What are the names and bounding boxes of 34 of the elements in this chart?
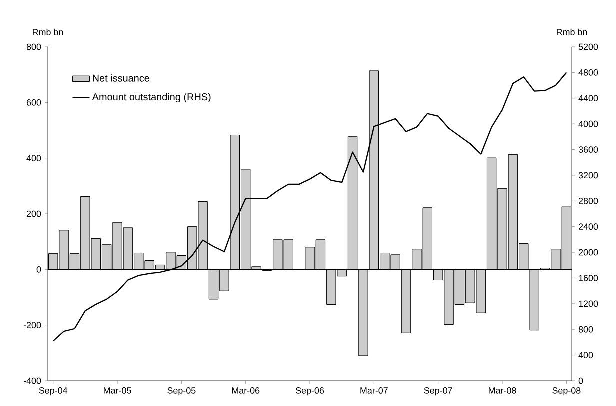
y2-tick-label: 5200: [578, 44, 598, 50]
x-tick-label: Sep-06: [296, 388, 324, 396]
y-tick-label: -200: [24, 322, 42, 329]
y-axis-title: Rmb bn: [33, 28, 64, 36]
x-tick-label: Mar-06: [232, 388, 260, 394]
y2-tick-label: 2800: [578, 198, 598, 204]
x-tick-label: Sep-05: [168, 388, 196, 396]
legend-label: Net issuance: [93, 74, 150, 82]
y2-tick-label: 3200: [578, 172, 598, 179]
y2-tick-label: 2000: [578, 249, 598, 256]
x-tick-label: Mar-08: [489, 388, 516, 394]
legend-label: Amount outstanding (RHS): [92, 93, 211, 103]
y2-tick-label: 2400: [578, 224, 598, 230]
y-tick-label: 200: [26, 210, 42, 218]
x-tick-label: Sep-08: [552, 388, 581, 396]
y2-tick-label: 1200: [579, 300, 598, 308]
x-tick-label: Mar-07: [360, 388, 388, 394]
y2-tick-label: 400: [578, 352, 594, 358]
y2-tick-label: 4400: [578, 95, 598, 102]
y2-tick-label: 0: [578, 378, 584, 384]
y2-tick-label: 1600: [579, 275, 598, 282]
y2-tick-label: 3600: [578, 146, 598, 153]
y-tick-label: 0: [36, 266, 42, 273]
x-tick-label: Sep-04: [39, 388, 68, 396]
x-tick-label: Sep-07: [424, 388, 452, 396]
y2-axis-title: Rmb bn: [557, 28, 588, 36]
x-tick-label: Mar-05: [104, 388, 132, 394]
y-tick-label: 800: [26, 44, 42, 50]
y2-tick-label: 4800: [578, 70, 598, 76]
y2-tick-label: 800: [578, 326, 594, 333]
y-tick-label: -400: [24, 378, 42, 384]
y2-tick-label: 4000: [578, 120, 598, 128]
y-tick-label: 600: [26, 99, 42, 106]
y-tick-label: 400: [26, 155, 42, 162]
